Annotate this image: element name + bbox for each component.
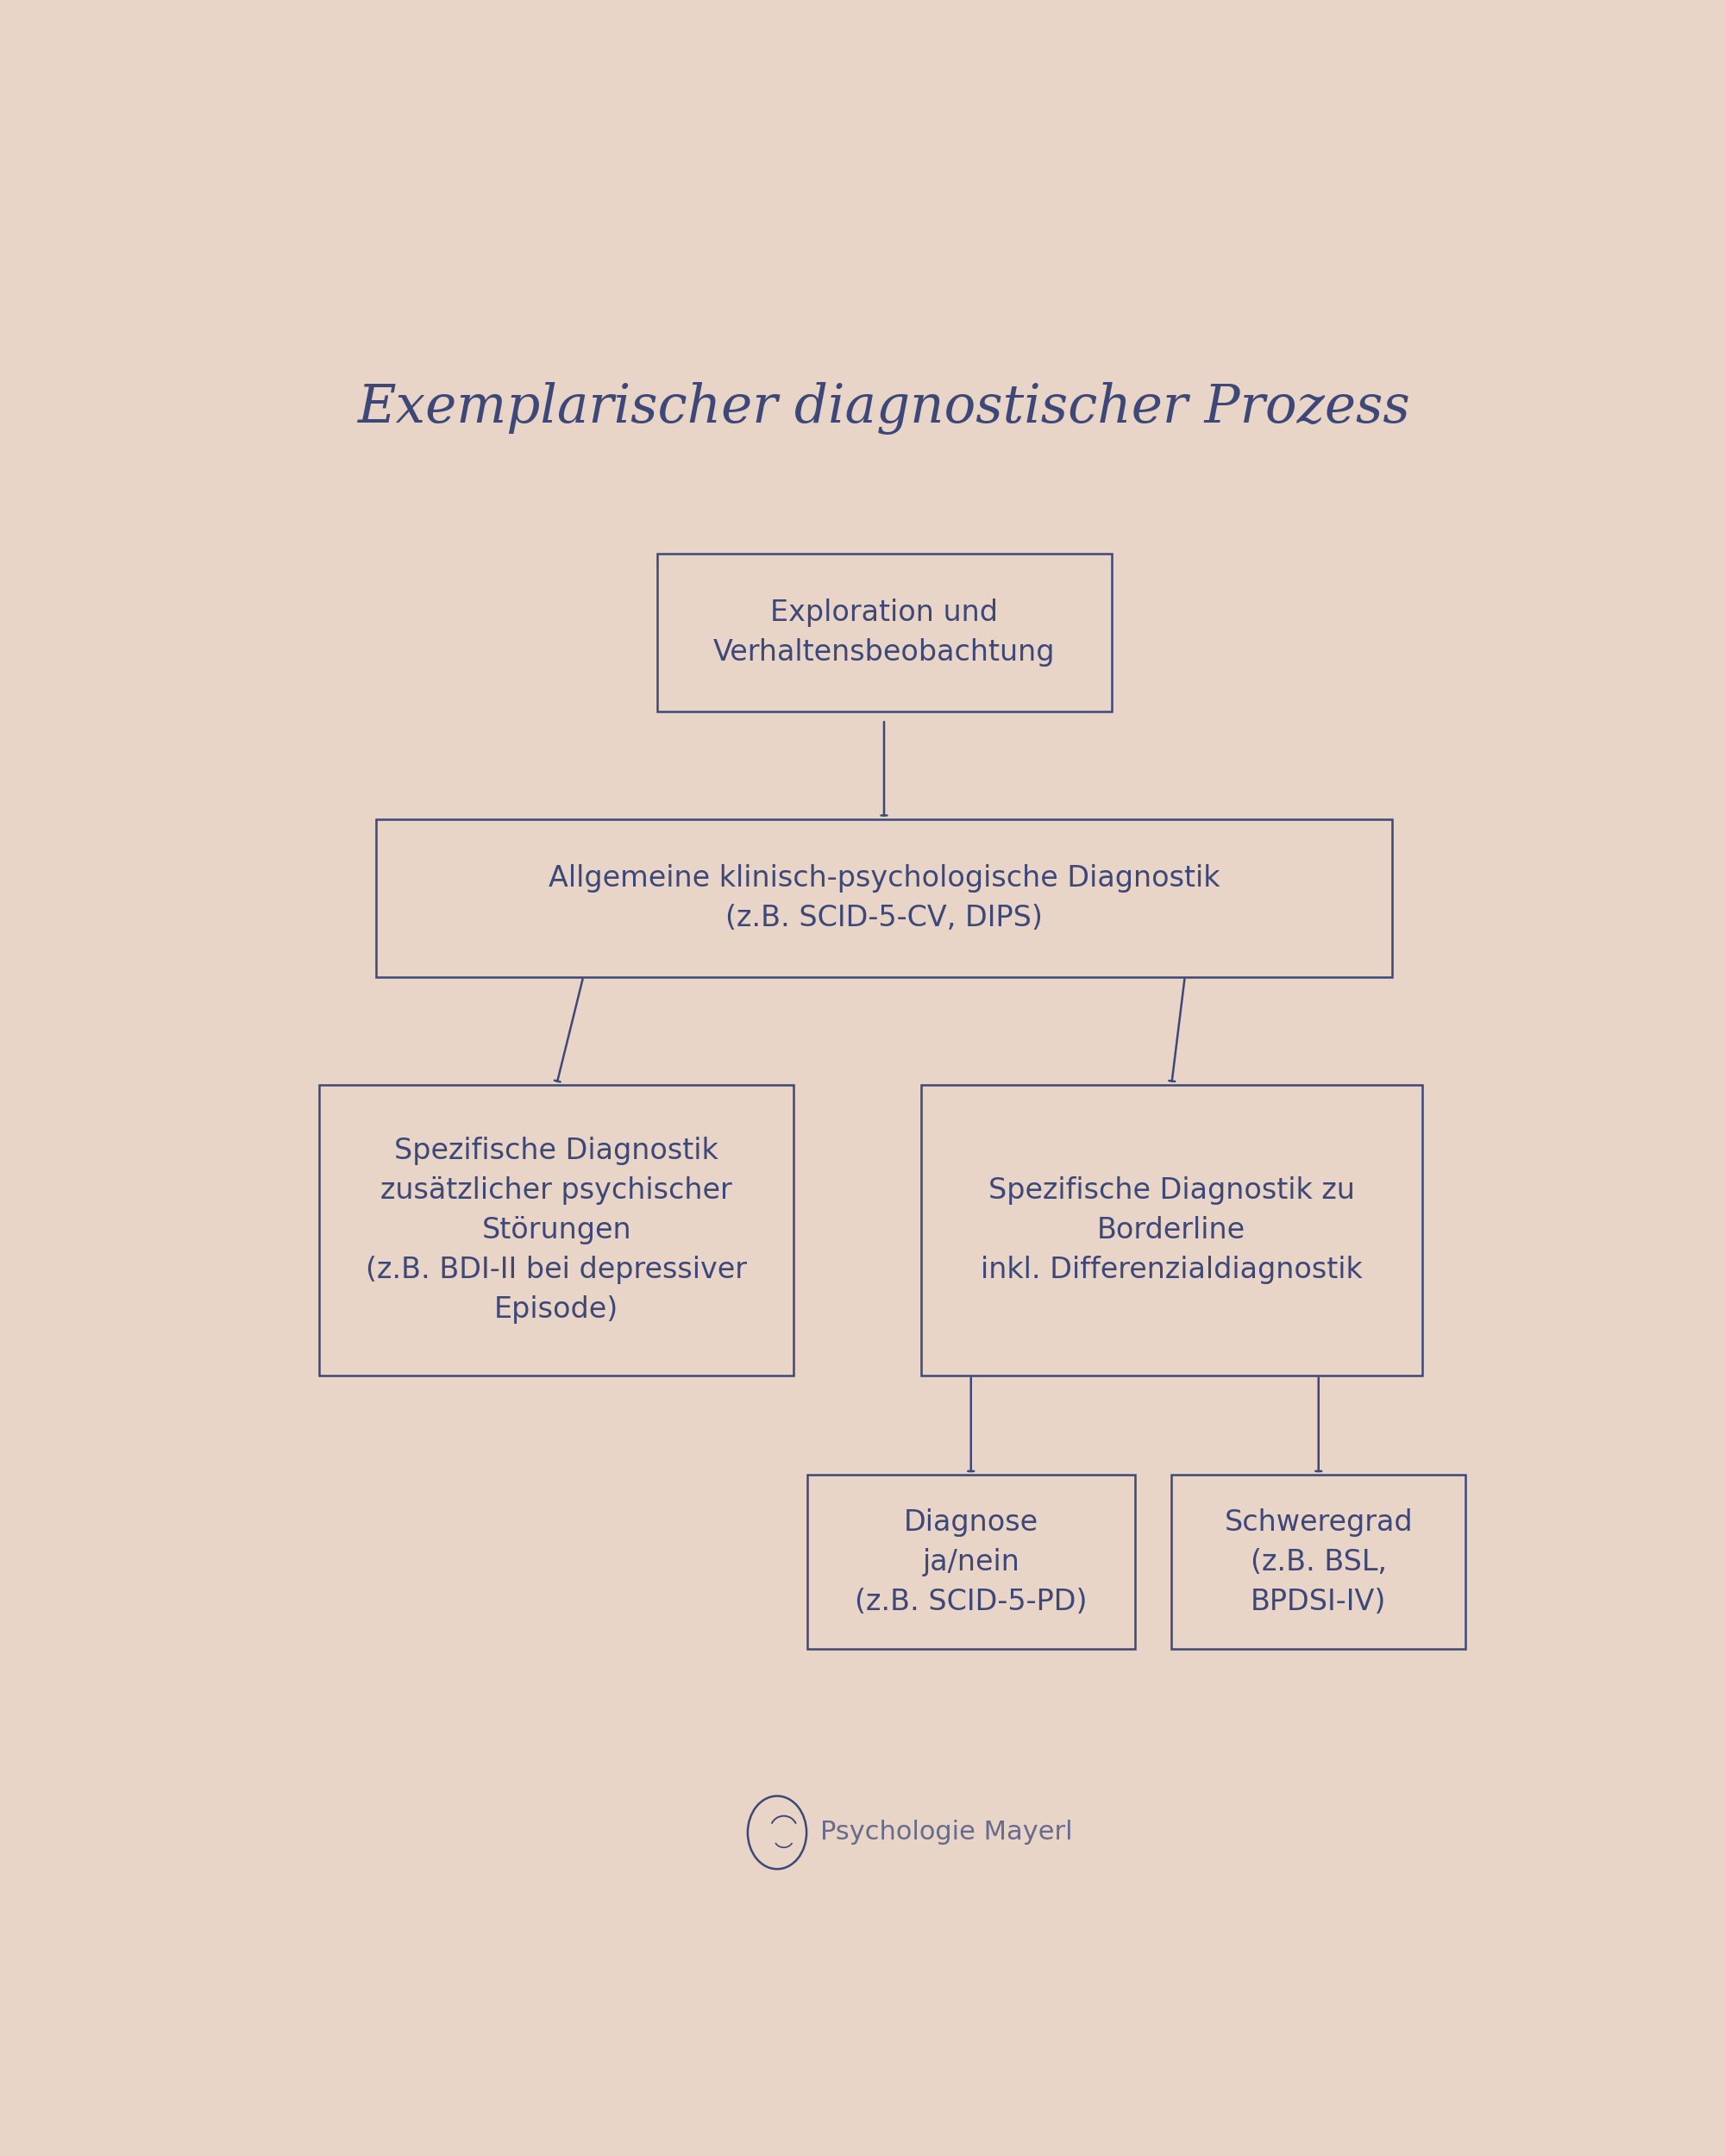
Text: Exemplarischer diagnostischer Prozess: Exemplarischer diagnostischer Prozess [357,382,1411,433]
Text: Allgemeine klinisch-psychologische Diagnostik
(z.B. SCID-5-CV, DIPS): Allgemeine klinisch-psychologische Diagn… [549,865,1220,931]
FancyBboxPatch shape [376,819,1392,977]
FancyBboxPatch shape [807,1475,1135,1649]
FancyBboxPatch shape [319,1084,794,1376]
Text: Spezifische Diagnostik zu
Borderline
inkl. Differenzialdiagnostik: Spezifische Diagnostik zu Borderline ink… [980,1175,1363,1283]
Text: Schweregrad
(z.B. BSL,
BPDSI-IV): Schweregrad (z.B. BSL, BPDSI-IV) [1225,1507,1413,1615]
FancyBboxPatch shape [1171,1475,1466,1649]
Text: Spezifische Diagnostik
zusätzlicher psychischer
Störungen
(z.B. BDI-II bei depre: Spezifische Diagnostik zusätzlicher psyc… [366,1136,747,1324]
FancyBboxPatch shape [657,554,1111,711]
Text: Diagnose
ja/nein
(z.B. SCID-5-PD): Diagnose ja/nein (z.B. SCID-5-PD) [856,1507,1087,1615]
Text: Exploration und
Verhaltensbeobachtung: Exploration und Verhaltensbeobachtung [712,597,1056,666]
Text: Psychologie Mayerl: Psychologie Mayerl [819,1820,1073,1846]
FancyBboxPatch shape [921,1084,1421,1376]
